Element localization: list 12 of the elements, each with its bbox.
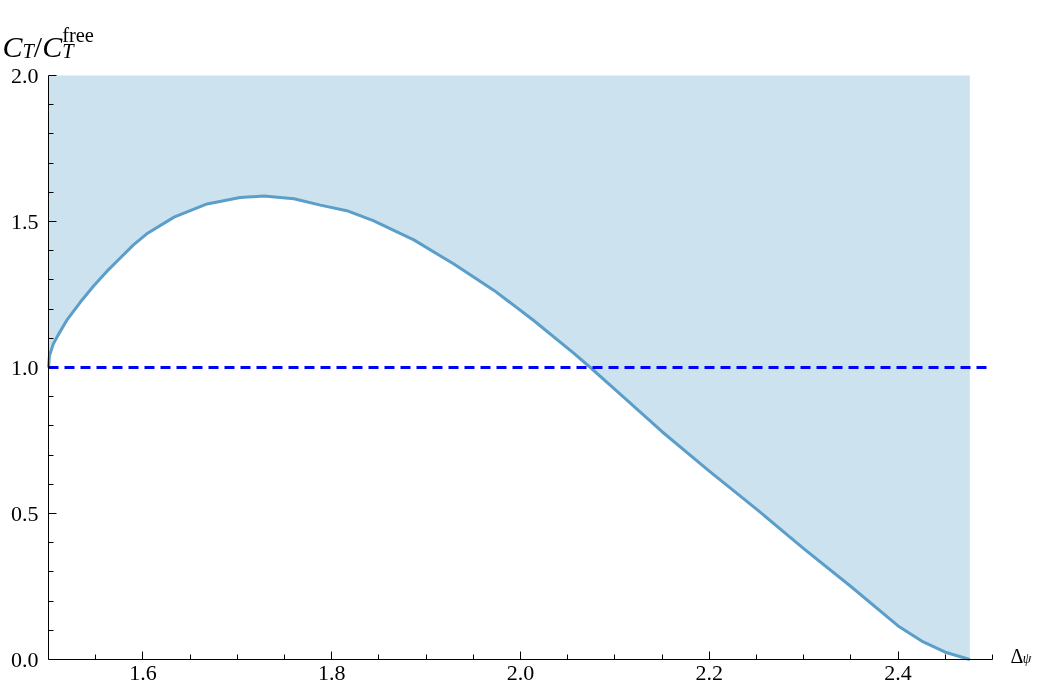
x-axis-title: Δψ: [1010, 644, 1032, 667]
y-tick-label: 0.0: [11, 646, 39, 672]
y-tick-label: 1.0: [11, 354, 39, 380]
x-tick-label: 2.2: [695, 659, 724, 685]
x-tick-label: 2.0: [506, 659, 535, 685]
x-tick-label: 2.4: [884, 659, 912, 685]
y-tick-label: 1.5: [11, 208, 39, 234]
y-tick-label: 2.0: [11, 62, 39, 88]
line-series: [47, 194, 972, 661]
x-tick-label: 1.6: [129, 659, 157, 685]
y-tick-label: 0.5: [11, 500, 39, 526]
x-tick-label: 1.8: [317, 659, 346, 685]
